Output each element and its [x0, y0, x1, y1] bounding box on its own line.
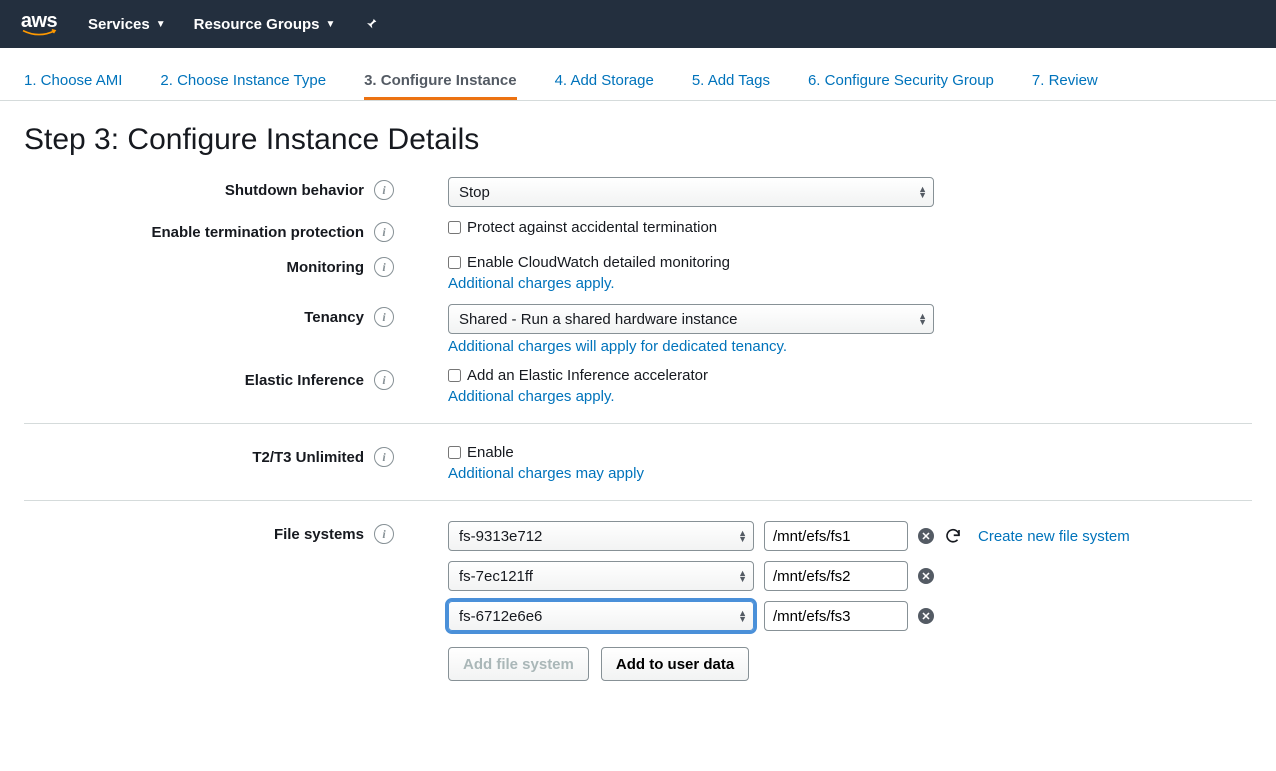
- page-title: Step 3: Configure Instance Details: [24, 123, 1252, 157]
- pin-icon[interactable]: [363, 15, 379, 34]
- nav-services-label: Services: [88, 16, 150, 33]
- checkbox-termination-label: Protect against accidental termination: [467, 219, 717, 236]
- label-shutdown: Shutdown behavior: [225, 182, 364, 199]
- checkbox-monitoring-label: Enable CloudWatch detailed monitoring: [467, 254, 730, 271]
- row-tenancy: Tenancy i Shared - Run a shared hardware…: [24, 298, 1252, 361]
- checkbox-unlimited-label: Enable: [467, 444, 514, 461]
- select-tenancy[interactable]: Shared - Run a shared hardware instance …: [448, 304, 934, 334]
- remove-icon[interactable]: ✕: [918, 568, 934, 584]
- select-filesystem-value: fs-7ec121ff: [459, 568, 533, 585]
- row-elastic-inference: Elastic Inference i Add an Elastic Infer…: [24, 361, 1252, 411]
- row-filesystems: File systems i fs-9313e712 ▲▼ ✕ Create new …: [24, 515, 1252, 687]
- row-unlimited: T2/T3 Unlimited i Enable Additional char…: [24, 438, 1252, 488]
- checkbox-unlimited-input[interactable]: [448, 446, 461, 459]
- info-icon[interactable]: i: [374, 447, 394, 467]
- mount-path-input[interactable]: [764, 521, 908, 551]
- nav-resource-groups-label: Resource Groups: [194, 16, 320, 33]
- select-tenancy-value: Shared - Run a shared hardware instance: [459, 311, 738, 328]
- add-to-user-data-button[interactable]: Add to user data: [601, 647, 749, 681]
- link-tenancy-charges[interactable]: Additional charges will apply for dedica…: [448, 338, 1252, 355]
- select-shutdown-value: Stop: [459, 184, 490, 201]
- chevron-down-icon: ▼: [326, 19, 336, 30]
- select-filesystem[interactable]: fs-7ec121ff ▲▼: [448, 561, 754, 591]
- wizard-step[interactable]: 2. Choose Instance Type: [160, 64, 326, 100]
- row-termination: Enable termination protection i Protect …: [24, 213, 1252, 248]
- mount-path-input[interactable]: [764, 561, 908, 591]
- info-icon[interactable]: i: [374, 257, 394, 277]
- select-arrows-icon: ▲▼: [738, 570, 747, 582]
- label-elastic-inference: Elastic Inference: [245, 372, 364, 389]
- checkbox-elastic-inference-label: Add an Elastic Inference accelerator: [467, 367, 708, 384]
- row-shutdown: Shutdown behavior i Stop ▲▼: [24, 171, 1252, 213]
- wizard-step[interactable]: 1. Choose AMI: [24, 64, 122, 100]
- select-filesystem-value: fs-9313e712: [459, 528, 542, 545]
- divider: [24, 500, 1252, 501]
- filesystem-row: fs-7ec121ff ▲▼ ✕: [448, 561, 1252, 591]
- wizard-step[interactable]: 4. Add Storage: [555, 64, 654, 100]
- filesystem-row: fs-6712e6e6 ▲▼ ✕: [448, 601, 1252, 631]
- chevron-down-icon: ▼: [156, 19, 166, 30]
- row-monitoring: Monitoring i Enable CloudWatch detailed …: [24, 248, 1252, 298]
- nav-resource-groups[interactable]: Resource Groups ▼: [194, 16, 336, 33]
- top-nav: aws Services ▼ Resource Groups ▼: [0, 0, 1276, 48]
- wizard-step[interactable]: 5. Add Tags: [692, 64, 770, 100]
- remove-icon[interactable]: ✕: [918, 608, 934, 624]
- label-monitoring: Monitoring: [287, 259, 364, 276]
- content: Step 3: Configure Instance Details Shutd…: [0, 101, 1276, 717]
- checkbox-elastic-inference[interactable]: Add an Elastic Inference accelerator: [448, 367, 1252, 384]
- mount-path-input[interactable]: [764, 601, 908, 631]
- create-new-filesystem-link[interactable]: Create new file system: [978, 528, 1130, 545]
- checkbox-monitoring-input[interactable]: [448, 256, 461, 269]
- wizard-step[interactable]: 6. Configure Security Group: [808, 64, 994, 100]
- remove-icon[interactable]: ✕: [918, 528, 934, 544]
- info-icon[interactable]: i: [374, 180, 394, 200]
- aws-logo-text: aws: [21, 11, 57, 31]
- label-unlimited: T2/T3 Unlimited: [252, 449, 364, 466]
- label-filesystems: File systems: [274, 526, 364, 543]
- wizard-steps: 1. Choose AMI 2. Choose Instance Type 3. C…: [0, 48, 1276, 101]
- link-unlimited-charges[interactable]: Additional charges may apply: [448, 465, 1252, 482]
- select-filesystem[interactable]: fs-6712e6e6 ▲▼: [448, 601, 754, 631]
- select-arrows-icon: ▲▼: [918, 313, 927, 325]
- select-arrows-icon: ▲▼: [918, 186, 927, 198]
- add-file-system-button[interactable]: Add file system: [448, 647, 589, 681]
- aws-smile-icon: [18, 29, 60, 37]
- nav-services[interactable]: Services ▼: [88, 16, 166, 33]
- info-icon[interactable]: i: [374, 370, 394, 390]
- select-filesystem[interactable]: fs-9313e712 ▲▼: [448, 521, 754, 551]
- refresh-icon[interactable]: [944, 527, 962, 545]
- aws-logo[interactable]: aws: [18, 11, 60, 37]
- wizard-step[interactable]: 3. Configure Instance: [364, 64, 517, 100]
- info-icon[interactable]: i: [374, 307, 394, 327]
- select-arrows-icon: ▲▼: [738, 530, 747, 542]
- select-shutdown[interactable]: Stop ▲▼: [448, 177, 934, 207]
- info-icon[interactable]: i: [374, 222, 394, 242]
- divider: [24, 423, 1252, 424]
- info-icon[interactable]: i: [374, 524, 394, 544]
- wizard-step[interactable]: 7. Review: [1032, 64, 1098, 100]
- checkbox-monitoring[interactable]: Enable CloudWatch detailed monitoring: [448, 254, 1252, 271]
- select-filesystem-value: fs-6712e6e6: [459, 608, 542, 625]
- filesystem-row: fs-9313e712 ▲▼ ✕ Create new file system: [448, 521, 1252, 551]
- label-termination: Enable termination protection: [151, 224, 364, 241]
- checkbox-elastic-inference-input[interactable]: [448, 369, 461, 382]
- select-arrows-icon: ▲▼: [738, 610, 747, 622]
- checkbox-termination-input[interactable]: [448, 221, 461, 234]
- checkbox-unlimited[interactable]: Enable: [448, 444, 1252, 461]
- link-elastic-inference-charges[interactable]: Additional charges apply.: [448, 388, 1252, 405]
- checkbox-termination[interactable]: Protect against accidental termination: [448, 219, 1252, 236]
- link-monitoring-charges[interactable]: Additional charges apply.: [448, 275, 1252, 292]
- label-tenancy: Tenancy: [304, 309, 364, 326]
